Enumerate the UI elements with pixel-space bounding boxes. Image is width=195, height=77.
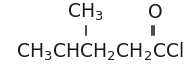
Text: O: O [148,3,162,22]
Text: CH$_3$: CH$_3$ [66,2,103,23]
Text: CH$_3$CHCH$_2$CH$_2$CCl: CH$_3$CHCH$_2$CH$_2$CCl [16,41,184,63]
